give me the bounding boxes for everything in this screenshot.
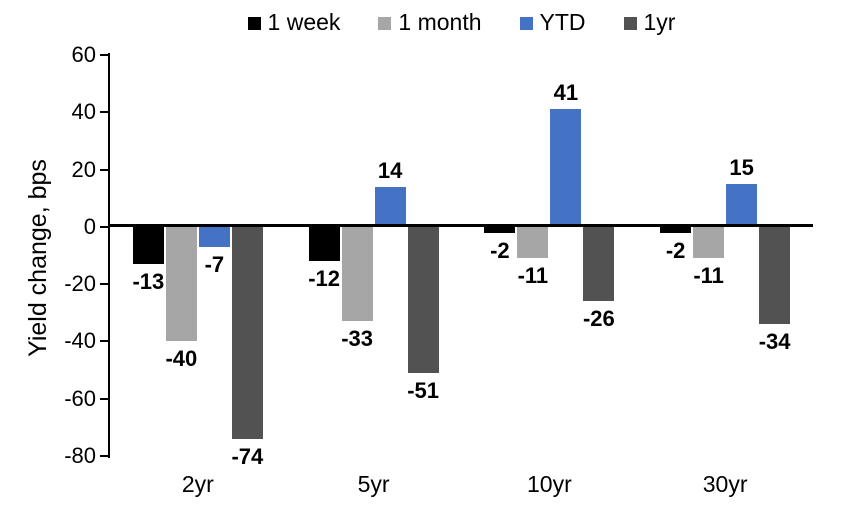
- legend-swatch-icon-1yr: [623, 16, 637, 30]
- y-tick-label--80: -80: [64, 443, 96, 468]
- legend-label: 1yr: [643, 9, 676, 35]
- y-tick-mark: [100, 340, 110, 343]
- y-tick-mark: [100, 397, 110, 400]
- legend-item-1-week: 1 week: [247, 8, 341, 36]
- y-tick-label--60: -60: [64, 385, 96, 411]
- bar-1-week-10yr: [484, 226, 516, 233]
- category-label-5yr: 5yr: [357, 471, 390, 497]
- bar-ytd-10yr: [550, 109, 582, 227]
- bar-ytd-2yr: [198, 226, 230, 247]
- category-label-30yr: 30yr: [702, 471, 748, 497]
- bar-ytd-5yr: [374, 186, 406, 227]
- y-tick-mark: [100, 283, 110, 286]
- y-tick-mark: [100, 225, 110, 228]
- y-tick-label--40: -40: [64, 328, 96, 354]
- bar-1-week-5yr: [308, 226, 340, 262]
- y-tick-label-60: 60: [71, 42, 96, 67]
- y-tick-mark: [100, 168, 110, 171]
- bar-label-ytd-10yr: 41: [553, 80, 579, 106]
- category-label-10yr: 10yr: [527, 471, 572, 497]
- bar-1yr-30yr: [759, 226, 791, 325]
- bar-label-1yr-5yr: -51: [407, 377, 440, 403]
- legend-label: 1 week: [267, 9, 341, 35]
- bar-1-week-2yr: [132, 226, 164, 265]
- bar-label-1-month-10yr: -11: [517, 263, 549, 289]
- category-label-2yr: 2yr: [181, 471, 214, 497]
- bar-label-1-month-2yr: -40: [165, 346, 198, 372]
- bar-ytd-30yr: [726, 183, 758, 227]
- bar-label-ytd-5yr: 14: [377, 157, 403, 183]
- x-axis-line: [108, 223, 813, 227]
- bar-1-month-10yr: [517, 226, 549, 259]
- chart-legend: 1 week 1 month YTD 1yr: [110, 6, 813, 38]
- bar-1yr-2yr: [231, 226, 263, 439]
- bar-label-1yr-30yr: -34: [758, 329, 791, 355]
- y-tick-mark: [100, 455, 110, 457]
- bar-1-month-2yr: [165, 226, 197, 342]
- legend-swatch-icon-1-month: [378, 16, 392, 30]
- y-tick-label-0: 0: [83, 213, 96, 239]
- legend-item-ytd: YTD: [519, 8, 586, 36]
- bar-label-1-week-30yr: -2: [665, 237, 686, 263]
- legend-item-1yr: 1yr: [623, 8, 676, 36]
- y-tick-label-20: 20: [71, 156, 96, 182]
- y-tick-mark: [100, 111, 110, 114]
- y-axis-line: [108, 53, 110, 458]
- y-tick-label--20: -20: [64, 271, 96, 297]
- bar-label-ytd-30yr: 15: [729, 154, 754, 180]
- bar-label-1yr-10yr: -26: [582, 306, 615, 332]
- bar-1-month-30yr: [693, 226, 725, 259]
- bar-label-1-week-5yr: -12: [308, 266, 341, 292]
- bar-label-1-month-5yr: -33: [341, 326, 374, 352]
- bar-label-ytd-2yr: -7: [204, 251, 225, 277]
- legend-swatch-icon-ytd: [519, 16, 533, 30]
- legend-label: 1 month: [398, 9, 482, 35]
- bar-1-week-30yr: [660, 226, 692, 233]
- bar-label-1yr-2yr: -74: [231, 443, 264, 469]
- bar-1yr-10yr: [583, 226, 615, 302]
- legend-label: YTD: [539, 9, 586, 35]
- legend-swatch-icon-1-week: [247, 16, 261, 30]
- y-tick-mark: [100, 54, 110, 56]
- bar-1-month-5yr: [341, 226, 373, 322]
- bar-1yr-5yr: [407, 226, 439, 373]
- legend-item-1-month: 1 month: [378, 8, 482, 36]
- bar-label-1-week-2yr: -13: [132, 269, 165, 295]
- bar-label-1-week-10yr: -2: [490, 237, 510, 263]
- y-tick-label-40: 40: [71, 99, 96, 125]
- bar-label-1-month-30yr: -11: [693, 263, 724, 289]
